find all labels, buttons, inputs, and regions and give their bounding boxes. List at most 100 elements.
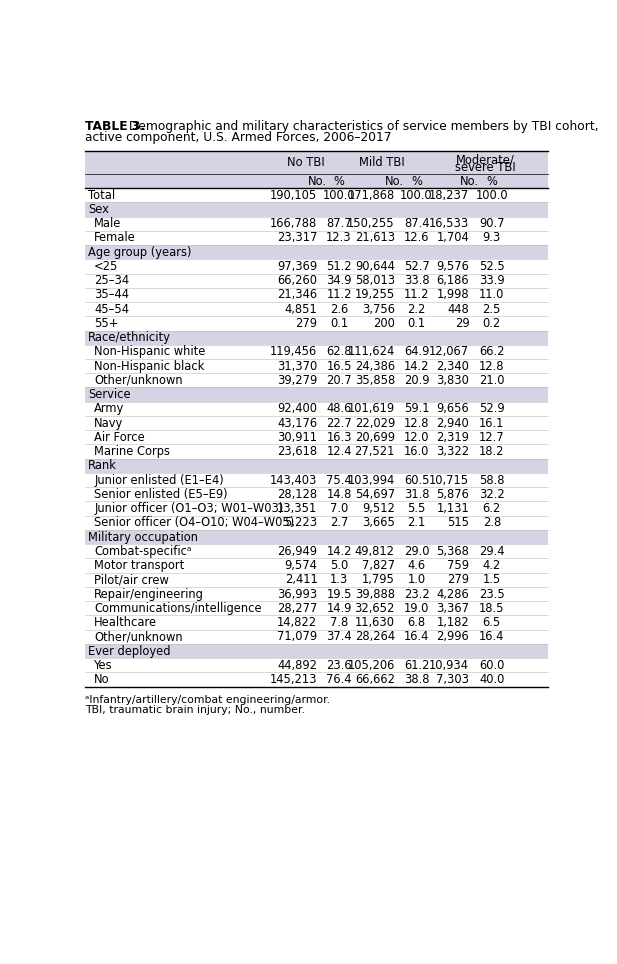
Text: 54,697: 54,697 — [355, 488, 395, 501]
Text: 10,934: 10,934 — [429, 658, 470, 672]
Text: 12.8: 12.8 — [404, 416, 429, 430]
Text: 62.8: 62.8 — [326, 345, 352, 359]
Text: 1,704: 1,704 — [436, 231, 470, 245]
Text: 14.8: 14.8 — [326, 488, 352, 501]
Text: Military occupation: Military occupation — [88, 530, 198, 544]
Text: severe TBI: severe TBI — [455, 161, 516, 174]
Text: 19.0: 19.0 — [404, 602, 429, 615]
Text: 11.2: 11.2 — [404, 288, 429, 302]
Text: 279: 279 — [447, 574, 470, 586]
Text: 1.3: 1.3 — [330, 574, 348, 586]
Text: 49,812: 49,812 — [355, 545, 395, 558]
Text: 9.3: 9.3 — [482, 231, 501, 245]
Bar — [85, 245, 547, 259]
Text: Navy: Navy — [94, 416, 123, 430]
Text: 12.8: 12.8 — [479, 360, 505, 373]
Bar — [85, 331, 547, 345]
Text: 279: 279 — [296, 317, 317, 330]
Text: 43,176: 43,176 — [277, 416, 317, 430]
Text: 31,370: 31,370 — [277, 360, 317, 373]
Text: 100.0: 100.0 — [400, 189, 433, 201]
Text: 2,340: 2,340 — [436, 360, 470, 373]
Text: Combat-specificᵃ: Combat-specificᵃ — [94, 545, 192, 558]
Text: 59.1: 59.1 — [404, 402, 429, 415]
Text: 58.8: 58.8 — [479, 473, 505, 487]
Text: 3,367: 3,367 — [436, 602, 470, 615]
Text: 5,368: 5,368 — [436, 545, 470, 558]
Text: Mild TBI: Mild TBI — [359, 156, 405, 169]
Text: Repair/engineering: Repair/engineering — [94, 587, 204, 601]
Text: 33.8: 33.8 — [404, 274, 429, 287]
Text: 3,665: 3,665 — [362, 517, 395, 529]
Text: 4,851: 4,851 — [284, 303, 317, 315]
Text: 23.5: 23.5 — [479, 587, 505, 601]
Text: Rank: Rank — [88, 459, 117, 472]
Text: Other/unknown: Other/unknown — [94, 630, 183, 643]
Text: TABLE 3.: TABLE 3. — [85, 120, 145, 133]
Text: 2.8: 2.8 — [482, 517, 501, 529]
Text: Yes: Yes — [94, 658, 113, 672]
Text: %: % — [411, 174, 422, 188]
Text: 51.2: 51.2 — [326, 260, 352, 273]
Text: 7,303: 7,303 — [436, 673, 470, 686]
Text: 16.3: 16.3 — [326, 431, 352, 443]
Text: 45–54: 45–54 — [94, 303, 129, 315]
Text: 35,858: 35,858 — [355, 374, 395, 387]
Text: 25–34: 25–34 — [94, 274, 130, 287]
Text: 29: 29 — [455, 317, 470, 330]
Text: 2,996: 2,996 — [436, 630, 470, 643]
Text: 33.9: 33.9 — [479, 274, 505, 287]
Text: TBI, traumatic brain injury; No., number.: TBI, traumatic brain injury; No., number… — [85, 705, 305, 715]
Text: Moderate/: Moderate/ — [456, 153, 515, 167]
Text: 2,319: 2,319 — [436, 431, 470, 443]
Text: 23,618: 23,618 — [277, 445, 317, 458]
Text: 6.2: 6.2 — [482, 502, 501, 515]
Text: Demographic and military characteristics of service members by TBI cohort,: Demographic and military characteristics… — [125, 120, 599, 133]
Text: Junior enlisted (E1–E4): Junior enlisted (E1–E4) — [94, 473, 224, 487]
Text: 0.2: 0.2 — [482, 317, 501, 330]
Text: 515: 515 — [447, 517, 470, 529]
Text: 12.0: 12.0 — [404, 431, 429, 443]
Text: 36,993: 36,993 — [277, 587, 317, 601]
Text: 1,182: 1,182 — [436, 616, 470, 629]
Text: 759: 759 — [447, 559, 470, 572]
Text: No: No — [94, 673, 110, 686]
Text: 13,351: 13,351 — [277, 502, 317, 515]
Text: 35–44: 35–44 — [94, 288, 129, 302]
Text: Male: Male — [94, 217, 122, 230]
Text: Motor transport: Motor transport — [94, 559, 184, 572]
Text: Junior officer (O1–O3; W01–W03): Junior officer (O1–O3; W01–W03) — [94, 502, 284, 515]
Text: 71,079: 71,079 — [277, 630, 317, 643]
Text: Service: Service — [88, 388, 131, 401]
Text: 32,652: 32,652 — [355, 602, 395, 615]
Text: 14,822: 14,822 — [277, 616, 317, 629]
Text: 18.5: 18.5 — [479, 602, 505, 615]
Text: 2,411: 2,411 — [284, 574, 317, 586]
Text: 100.0: 100.0 — [476, 189, 508, 201]
Text: Female: Female — [94, 231, 136, 245]
Text: 16,533: 16,533 — [429, 217, 470, 230]
Text: 6,186: 6,186 — [437, 274, 470, 287]
Text: 2.1: 2.1 — [407, 517, 426, 529]
Text: 16.1: 16.1 — [479, 416, 505, 430]
Text: 150,255: 150,255 — [347, 217, 395, 230]
Text: 29.4: 29.4 — [479, 545, 505, 558]
Text: 97,369: 97,369 — [277, 260, 317, 273]
Text: 2.5: 2.5 — [482, 303, 501, 315]
Text: 16.5: 16.5 — [326, 360, 352, 373]
Text: 87.7: 87.7 — [326, 217, 352, 230]
Text: 38.8: 38.8 — [404, 673, 429, 686]
Text: 55+: 55+ — [94, 317, 118, 330]
Text: Non-Hispanic black: Non-Hispanic black — [94, 360, 205, 373]
Text: 21.0: 21.0 — [479, 374, 505, 387]
Text: Senior enlisted (E5–E9): Senior enlisted (E5–E9) — [94, 488, 228, 501]
Text: Healthcare: Healthcare — [94, 616, 157, 629]
Text: 60.5: 60.5 — [404, 473, 429, 487]
Text: 20.7: 20.7 — [326, 374, 352, 387]
Text: 22,029: 22,029 — [355, 416, 395, 430]
Text: 21,346: 21,346 — [277, 288, 317, 302]
Text: 20,699: 20,699 — [355, 431, 395, 443]
Text: Total: Total — [88, 189, 115, 201]
Text: 14.2: 14.2 — [326, 545, 352, 558]
Text: 0.1: 0.1 — [407, 317, 426, 330]
